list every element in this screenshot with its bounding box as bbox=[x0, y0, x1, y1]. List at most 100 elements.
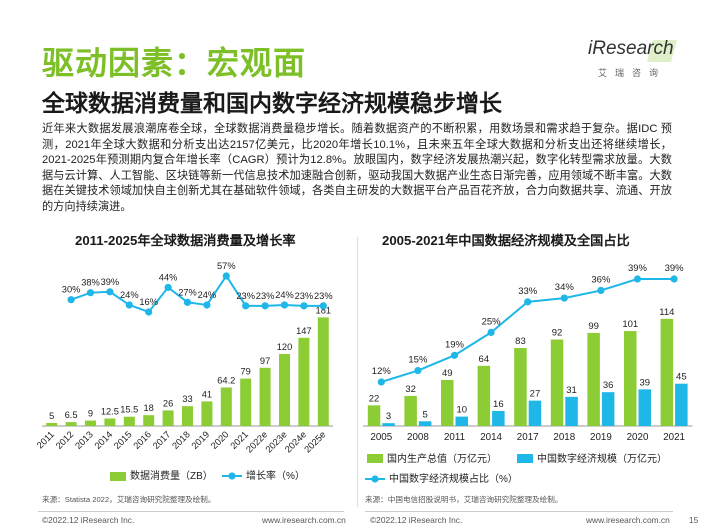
chart2-gdp-bar bbox=[550, 339, 564, 426]
chart2-gdp-label: 114 bbox=[659, 307, 674, 318]
chart2-share-point bbox=[670, 275, 678, 283]
chart1-legend-line-marker bbox=[228, 472, 236, 480]
section-title: 驱动因素：宏观面 bbox=[42, 45, 307, 81]
chart-divider bbox=[357, 237, 358, 507]
chart1-growth-label: 30% bbox=[62, 285, 81, 295]
chart1-x-tick-label: 2019 bbox=[190, 429, 212, 451]
chart2-share-label: 36% bbox=[591, 274, 611, 285]
chart2-digital-label: 39 bbox=[639, 377, 650, 388]
chart2-digital-label: 10 bbox=[456, 405, 467, 416]
chart1-bar-label: 33 bbox=[182, 394, 192, 404]
chart2-source: 来源：中国电信招股说明书，艾瑞咨询研究院整理及绘制。 bbox=[365, 495, 563, 504]
chart2-share-point bbox=[560, 294, 568, 302]
chart1-bar bbox=[85, 420, 96, 426]
footer-copyright-left: ©2022.12 iResearch Inc. bbox=[42, 515, 135, 525]
chart1-bar bbox=[143, 415, 155, 426]
chart2-share-label: 12% bbox=[372, 366, 392, 377]
chart2-gdp-label: 101 bbox=[622, 319, 638, 330]
chart1-bar bbox=[298, 337, 310, 426]
chart2-digital-bar bbox=[418, 421, 432, 426]
chart2-digital-bar bbox=[492, 410, 505, 426]
chart1-x-tick-label: 2016 bbox=[131, 429, 153, 451]
chart1-growth-point bbox=[242, 302, 250, 310]
chart2-x-tick-label: 2018 bbox=[553, 432, 575, 443]
logo-text: iResearch bbox=[588, 38, 674, 59]
chart1-x-tick-label: 2014 bbox=[93, 429, 115, 451]
chart2-share-point bbox=[524, 298, 532, 306]
chart2-share-label: 39% bbox=[628, 263, 648, 274]
chart1-x-tick-label: 2017 bbox=[151, 429, 173, 451]
chart2-digital-label: 45 bbox=[676, 372, 687, 383]
chart2-share-point bbox=[597, 286, 605, 295]
footer-copyright-right: ©2022.12 iResearch Inc. bbox=[370, 515, 463, 525]
chart1-bar bbox=[65, 422, 77, 426]
chart1-growth-label: 39% bbox=[101, 277, 120, 287]
chart1-growth-point bbox=[183, 298, 192, 306]
chart1-bar bbox=[317, 317, 329, 426]
chart1-growth-label: 57% bbox=[217, 261, 236, 271]
chart1-bar-label: 181 bbox=[316, 305, 332, 315]
chart1-bar-label: 97 bbox=[260, 356, 270, 366]
chart2-share-point bbox=[633, 275, 642, 283]
chart1-x-tick-label: 2013 bbox=[73, 429, 95, 451]
chart1-bar-label: 64.2 bbox=[217, 375, 235, 385]
china-digital-economy-chart: 22 3 2005 32 5 2008 49 10 2011 64 16 2014 83 27 2017 92… bbox=[363, 263, 693, 485]
chart2-share-label: 34% bbox=[555, 282, 575, 293]
footer-url-left[interactable]: www.iresearch.com.cn bbox=[262, 515, 346, 525]
chart1-growth-point bbox=[164, 283, 172, 292]
chart1-x-tick-label: 2015 bbox=[112, 429, 134, 451]
chart1-bar bbox=[182, 406, 193, 426]
chart1-x-tick-label: 2011 bbox=[35, 429, 56, 450]
chart1-growth-label: 23% bbox=[256, 291, 275, 301]
chart1-growth-point bbox=[106, 288, 114, 296]
footer-url-right[interactable]: www.iresearch.com.cn bbox=[586, 515, 670, 525]
page-number: 15 bbox=[689, 515, 699, 525]
chart1-growth-label: 16% bbox=[139, 297, 158, 307]
chart2-digital-bar bbox=[675, 383, 688, 426]
chart2-digital-bar bbox=[455, 416, 468, 426]
chart1-bar bbox=[162, 410, 174, 426]
logo-subtitle: 艾瑞咨询 bbox=[598, 68, 667, 78]
chart1-growth-point bbox=[125, 301, 133, 309]
chart1-bar-label: 18 bbox=[144, 403, 154, 413]
chart1-bar-label: 41 bbox=[202, 389, 212, 399]
chart1-bar-label: 26 bbox=[163, 398, 173, 408]
chart2-legend-gdp-swatch bbox=[367, 454, 383, 463]
chart2-gdp-bar bbox=[514, 347, 527, 426]
chart1-growth-point bbox=[222, 272, 230, 280]
chart2-share-label: 25% bbox=[482, 316, 502, 327]
chart2-legend-share-marker bbox=[371, 475, 379, 483]
chart1-bar bbox=[220, 387, 232, 426]
chart1-bar-label: 79 bbox=[241, 367, 251, 377]
chart2-legend-share-label: 中国数字经济规模占比（%） bbox=[389, 472, 518, 485]
chart2-gdp-bar bbox=[660, 318, 674, 426]
chart1-growth-label: 44% bbox=[159, 272, 178, 282]
page-headline: 全球数据消费量和国内数字经济规模稳步增长 bbox=[42, 90, 502, 116]
chart1-x-tick-label: 2012 bbox=[54, 429, 76, 451]
chart2-digital-bar bbox=[601, 392, 615, 426]
chart1-growth-point bbox=[67, 296, 75, 304]
chart1-growth-label: 24% bbox=[275, 290, 294, 300]
chart1-growth-label: 24% bbox=[198, 290, 217, 300]
intro-paragraph: 近年来大数据发展浪潮席卷全球，全球数据消费量稳步增长。随着数据资产的不断积累，用… bbox=[42, 123, 672, 213]
chart2-share-label: 15% bbox=[408, 355, 428, 366]
chart1-growth-point bbox=[280, 301, 289, 309]
chart1-x-tick-label: 2025e bbox=[302, 429, 327, 454]
chart1-x-tick-label: 2020 bbox=[209, 429, 231, 451]
chart1-growth-point bbox=[86, 289, 95, 297]
chart2-share-label: 39% bbox=[665, 263, 685, 274]
chart1-growth-point bbox=[145, 308, 153, 316]
chart1-bar-label: 5 bbox=[49, 411, 54, 421]
chart2-gdp-label: 92 bbox=[552, 328, 563, 339]
chart1-growth-label: 23% bbox=[295, 291, 314, 301]
chart2-digital-bar bbox=[565, 396, 578, 426]
chart2-share-label: 19% bbox=[445, 339, 465, 350]
chart1-bar-label: 147 bbox=[296, 326, 312, 336]
chart1-growth-label: 23% bbox=[314, 291, 333, 301]
chart1-bar bbox=[279, 354, 290, 426]
chart2-share-point bbox=[377, 378, 385, 386]
chart2-digital-label: 5 bbox=[423, 409, 428, 420]
chart2-share-point bbox=[414, 366, 422, 375]
chart1-bar bbox=[104, 418, 116, 426]
chart1-x-tick-label: 2018 bbox=[170, 429, 192, 451]
